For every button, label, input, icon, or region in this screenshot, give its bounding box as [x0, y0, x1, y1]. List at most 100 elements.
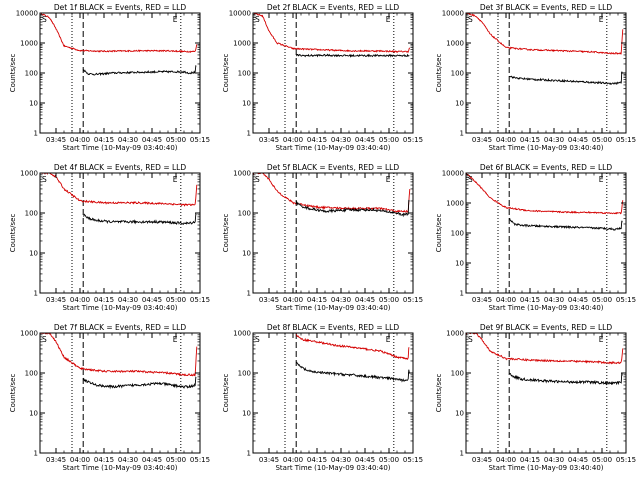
start-marker-label: S	[255, 15, 260, 24]
x-axis-label: Start Time (10-May-09 03:40:40)	[488, 144, 603, 152]
plot-area	[284, 333, 410, 453]
lld-series-line	[253, 13, 411, 53]
plot-area	[40, 13, 198, 133]
start-marker-label: S	[42, 335, 47, 344]
y-axis-label: Counts/sec	[222, 54, 230, 93]
x-tick-label: 04:45	[568, 296, 588, 304]
x-tick-label: 05:15	[403, 136, 423, 144]
x-tick-label: 04:45	[142, 136, 162, 144]
x-tick-label: 04:00	[496, 136, 516, 144]
x-tick-label: 04:15	[520, 456, 540, 464]
lld-series-line	[40, 13, 198, 54]
x-tick-label: 05:15	[616, 456, 636, 464]
events-series-line	[83, 212, 197, 226]
end-marker-label: E	[173, 15, 178, 24]
x-tick-label: 04:30	[118, 136, 138, 144]
y-tick-label: 1000	[233, 170, 251, 178]
y-axis-label: Counts/sec	[435, 214, 443, 253]
plot-area	[466, 173, 624, 293]
x-axis-label: Start Time (10-May-09 03:40:40)	[275, 464, 390, 472]
y-tick-label: 10	[455, 260, 464, 268]
plot-area	[40, 333, 198, 453]
x-axis-label: Start Time (10-May-09 03:40:40)	[62, 464, 177, 472]
y-tick-label: 100	[25, 70, 38, 78]
y-tick-label: 1000	[20, 330, 38, 338]
x-tick-label: 04:45	[355, 136, 375, 144]
y-tick-label: 1	[460, 450, 464, 458]
chart-panel-det-5f: Det 5f BLACK = Events, RED = LLD 1 10 100 10…	[222, 163, 423, 312]
x-tick-label: 04:15	[94, 136, 114, 144]
x-tick-label: 05:00	[166, 456, 186, 464]
y-tick-label: 1000	[20, 40, 38, 48]
x-tick-label: 05:00	[166, 136, 186, 144]
x-tick-label: 04:00	[283, 136, 303, 144]
start-marker-label: S	[255, 335, 260, 344]
y-tick-label: 100	[238, 210, 251, 218]
y-tick-label: 10	[242, 250, 251, 258]
x-tick-label: 05:00	[379, 456, 399, 464]
x-tick-label: 04:15	[520, 136, 540, 144]
x-tick-label: 05:00	[166, 296, 186, 304]
y-tick-label: 1000	[446, 200, 464, 208]
x-tick-label: 04:00	[70, 136, 90, 144]
start-marker-label: S	[42, 175, 47, 184]
chart-panel-det-6f: Det 6f BLACK = Events, RED = LLD 1 10 100 10…	[435, 163, 636, 312]
x-tick-label: 05:15	[190, 296, 210, 304]
x-tick-label: 03:45	[259, 296, 279, 304]
chart-title: Det 1f BLACK = Events, RED = LLD	[54, 3, 187, 12]
end-marker-label: E	[599, 335, 604, 344]
chart-panel-det-1f: Det 1f BLACK = Events, RED = LLD 1 10 100 10…	[9, 3, 210, 152]
x-tick-label: 04:00	[70, 456, 90, 464]
axes-frame	[465, 172, 627, 294]
x-tick-label: 04:45	[142, 456, 162, 464]
axes-frame	[39, 332, 201, 454]
y-axis-label: Counts/sec	[222, 214, 230, 253]
lld-series-line	[295, 334, 410, 361]
x-tick-label: 04:15	[307, 136, 327, 144]
start-marker-label: S	[468, 15, 473, 24]
plot-area	[253, 13, 411, 133]
y-tick-label: 10	[29, 250, 38, 258]
start-marker-label: S	[255, 175, 260, 184]
chart-title: Det 3f BLACK = Events, RED = LLD	[480, 3, 613, 12]
x-tick-label: 04:15	[520, 296, 540, 304]
y-tick-label: 10000	[229, 10, 251, 18]
y-tick-label: 10	[455, 410, 464, 418]
x-tick-label: 05:00	[592, 456, 612, 464]
x-axis-label: Start Time (10-May-09 03:40:40)	[62, 144, 177, 152]
y-tick-label: 1	[34, 290, 38, 298]
chart-title: Det 9f BLACK = Events, RED = LLD	[480, 323, 613, 332]
axes-frame	[252, 12, 414, 134]
chart-title: Det 6f BLACK = Events, RED = LLD	[480, 163, 613, 172]
x-tick-label: 04:00	[496, 296, 516, 304]
x-axis-label: Start Time (10-May-09 03:40:40)	[275, 304, 390, 312]
y-tick-label: 1000	[446, 40, 464, 48]
x-tick-label: 04:00	[70, 296, 90, 304]
x-tick-label: 04:15	[94, 456, 114, 464]
lld-series-line	[466, 173, 624, 215]
y-tick-label: 10000	[442, 170, 464, 178]
y-tick-label: 10000	[442, 10, 464, 18]
end-marker-label: E	[386, 15, 391, 24]
y-tick-label: 1	[34, 130, 38, 138]
plot-area	[466, 13, 624, 133]
x-tick-label: 03:45	[46, 296, 66, 304]
y-tick-label: 1	[247, 450, 251, 458]
x-tick-label: 03:45	[46, 456, 66, 464]
y-tick-label: 1000	[20, 170, 38, 178]
x-tick-label: 05:00	[379, 296, 399, 304]
x-tick-label: 04:15	[307, 296, 327, 304]
x-tick-label: 05:00	[592, 136, 612, 144]
events-series-line	[295, 199, 410, 218]
plot-area	[40, 173, 198, 293]
chart-title: Det 7f BLACK = Events, RED = LLD	[54, 323, 187, 332]
chart-title: Det 8f BLACK = Events, RED = LLD	[267, 323, 400, 332]
start-marker-label: S	[42, 15, 47, 24]
y-axis-label: Counts/sec	[435, 54, 443, 93]
y-axis-label: Counts/sec	[435, 374, 443, 413]
lld-series-line	[40, 333, 198, 377]
x-tick-label: 04:00	[283, 296, 303, 304]
chart-panel-det-8f: Det 8f BLACK = Events, RED = LLD 1 10 100 10…	[222, 323, 423, 472]
axes-frame	[39, 172, 201, 294]
y-tick-label: 1	[247, 130, 251, 138]
